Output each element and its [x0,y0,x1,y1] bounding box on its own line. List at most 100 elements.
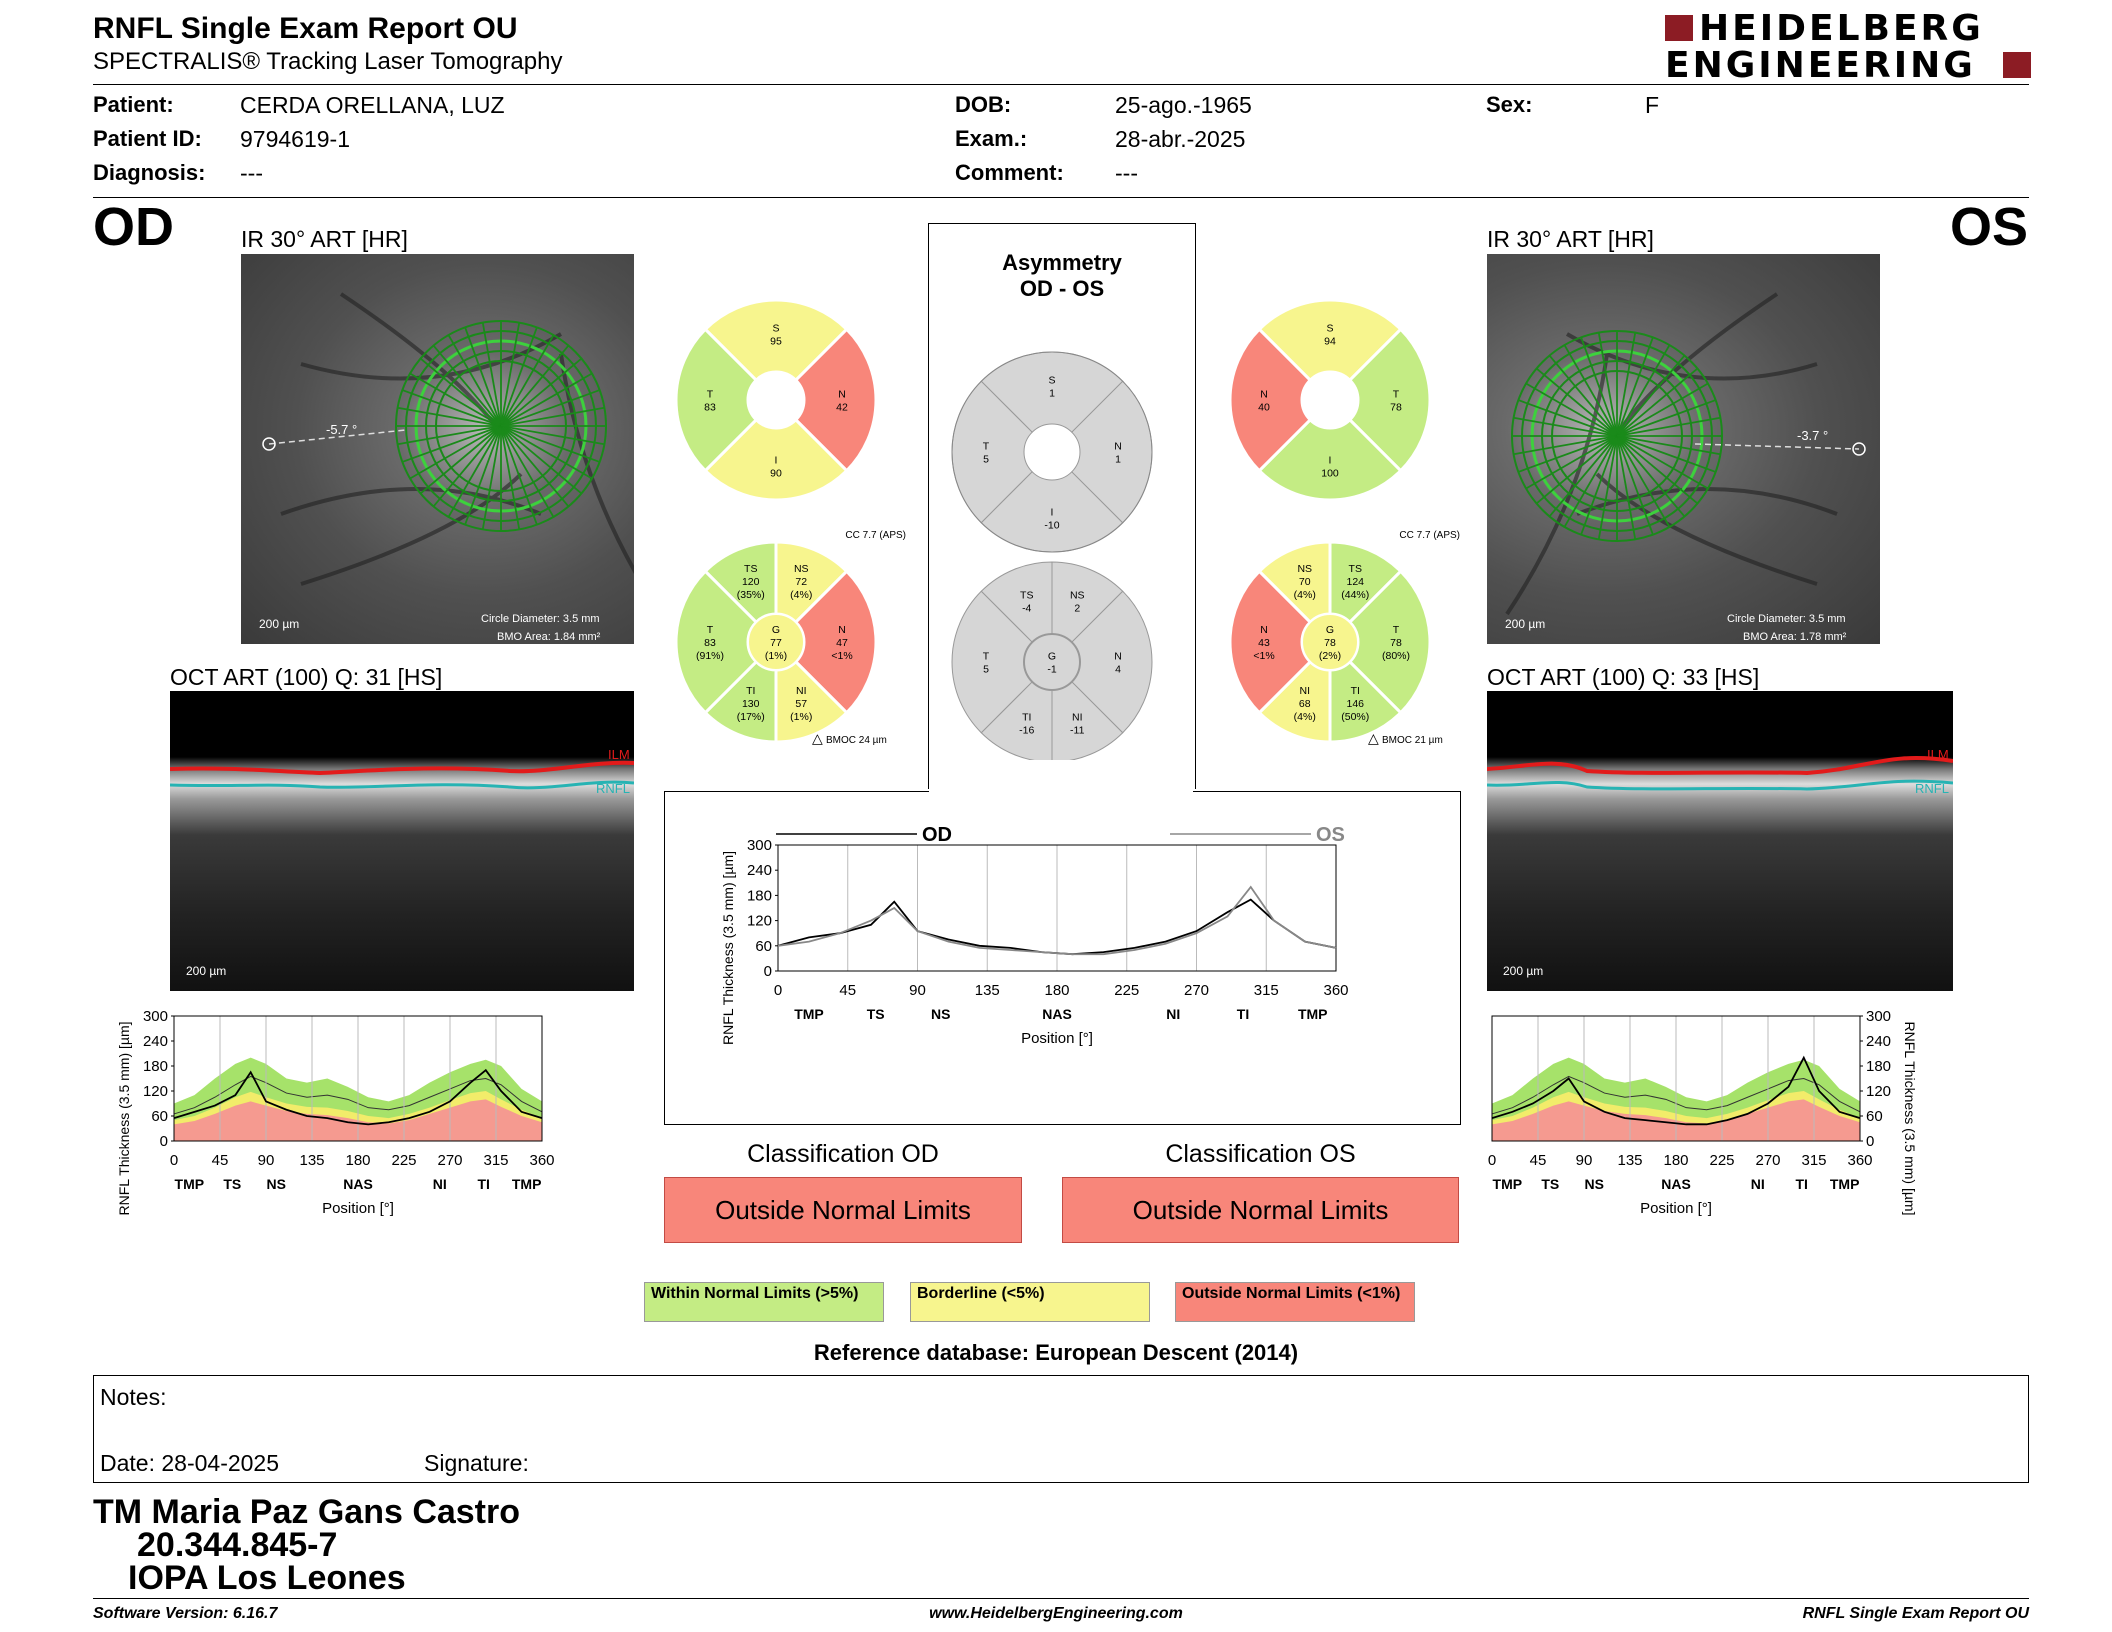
logo-line-1: HEIDELBERG [1699,8,1984,49]
os-sector-T-text: 78 [1390,402,1402,414]
patient-divider [93,197,2029,198]
os-disc-outline [1229,299,1431,501]
os-six-N-text: 43 [1258,637,1270,649]
scan-spoke [481,322,502,427]
asym-six-T-text: 5 [983,664,989,676]
scan-spoke [1616,435,1699,505]
os-eye-label: OS [1950,197,2029,257]
scan-spoke [409,372,502,427]
od-six-G-text: (1%) [765,650,787,662]
scan-spoke [432,344,502,427]
x-tick-label: 225 [391,1152,416,1169]
scan-spoke [419,357,502,427]
x-tick-label: 135 [299,1152,324,1169]
y-tick-label: 120 [747,913,772,930]
os-six-TS-text: TS [1349,563,1362,575]
y-tick-label: 120 [1866,1083,1891,1100]
y-tick-label: 240 [143,1033,168,1050]
os-six-G-text: G [1326,624,1334,636]
x-tick-label: 315 [483,1152,508,1169]
x-axis-label: Position [°] [322,1200,394,1217]
scan-spoke [500,344,570,427]
scan-spoke [1616,435,1721,456]
od-circle-diameter: Circle Diameter: 3.5 mm [481,613,600,625]
os-six-T-text: T [1393,624,1400,636]
od-bmo-triangle-icon: △ [812,730,823,746]
scan-spoke [500,425,600,463]
od-scale-text: 200 µm [259,617,299,631]
sector-label: TMP [1493,1176,1523,1192]
os-six-G-text: 78 [1324,637,1336,649]
scan-spoke [1616,354,1686,437]
patient-label: Patient: [93,92,174,117]
asym-disc-outline [951,351,1153,553]
os-six-G-text: (2%) [1319,650,1341,662]
scan-spoke [1616,435,1654,535]
asym-sector-N-text: N [1114,441,1122,453]
sector-label: NI [1751,1176,1765,1192]
patient-name: CERDA ORELLANA, LUZ [240,92,505,118]
os-six-NS-text: (4%) [1294,589,1316,601]
od-six-N-text: 47 [836,637,848,649]
os-sector-S-text: 94 [1324,336,1336,348]
os-six-TI-text: (50%) [1341,711,1369,723]
sector-label: TS [867,1006,885,1022]
website-url: www.HeidelbergEngineering.com [929,1605,1183,1622]
os-cc-label: CC 7.7 (APS) [1399,530,1460,541]
x-tick-label: 45 [839,982,856,999]
od-six-TS-text: 120 [742,576,760,588]
classification-od-label: Classification OD [747,1140,939,1168]
os-sector-I-text: I [1329,455,1332,467]
os-six-NI-text: 68 [1299,698,1311,710]
od-six-NI-text: NI [796,685,807,697]
y-tick-label: 300 [1866,1008,1891,1025]
od-sector-N-text: 42 [836,402,848,414]
sector-label: TI [478,1176,490,1192]
os-oct-scale: 200 µm [1503,964,1543,978]
asym-six-G-text: -1 [1047,664,1056,676]
scan-spoke [432,425,502,508]
od-six-NS-text: NS [794,563,809,575]
y-axis-label: RNFL Thickness (3.5 mm) [µm] [1902,1022,1918,1216]
x-axis-label: Position [°] [1640,1200,1712,1217]
os-sector-N-text: N [1260,389,1268,401]
y-axis-label: RNFL Thickness (3.5 mm) [µm] [720,851,736,1045]
scan-spoke [500,406,605,427]
asym-six-TI-text: TI [1022,711,1031,723]
scan-spoke [1563,344,1618,437]
y-axis-label: RNFL Thickness (3.5 mm) [µm] [116,1022,132,1216]
os-bmoc-label: BMOC 21 µm [1382,735,1443,746]
os-angle-text: -3.7 ° [1797,428,1828,443]
os-ilm-label: ILM [1927,747,1949,762]
od-disc-outline [675,299,877,501]
od-oct-label: OCT ART (100) Q: 31 [HS] [170,664,443,690]
classification-os-label: Classification OS [1165,1140,1356,1168]
scan-spoke [500,389,600,427]
od-scan-circle [395,320,607,532]
od-fundus-image: -5.7 ° 200 µm Circle Diameter: 3.5 mm BM… [241,254,634,644]
header-divider [93,84,2029,85]
sector-label: TMP [175,1176,205,1192]
report-title: RNFL Single Exam Report OU [93,12,518,45]
os-six-TI-text: TI [1351,685,1360,697]
os-oct-image: ILM RNFL 200 µm [1487,691,1953,991]
scan-spoke [1580,337,1618,437]
x-tick-label: 180 [1044,982,1069,999]
scan-spoke [1616,435,1671,528]
asym-six-NS-text: NS [1070,590,1085,602]
os-bmo-area: BMO Area: 1.78 mm² [1743,631,1847,643]
asym-six-NS-text: 2 [1074,603,1080,615]
classification-os-box: Outside Normal Limits [1062,1177,1459,1243]
os-six-G [1301,613,1359,671]
y-tick-label: 0 [160,1133,168,1150]
scan-spoke [464,425,502,525]
scan-spoke [500,425,583,495]
diagnosis-value: --- [240,160,263,186]
asym-six-G [1023,633,1081,691]
asymmetry-frame [928,223,1196,789]
od-eye-label: OD [93,197,174,257]
os-six-NI-text: (4%) [1294,711,1316,723]
software-version: Software Version: 6.16.7 [93,1605,278,1622]
footer-divider [93,1598,2029,1599]
x-tick-label: 0 [170,1152,178,1169]
